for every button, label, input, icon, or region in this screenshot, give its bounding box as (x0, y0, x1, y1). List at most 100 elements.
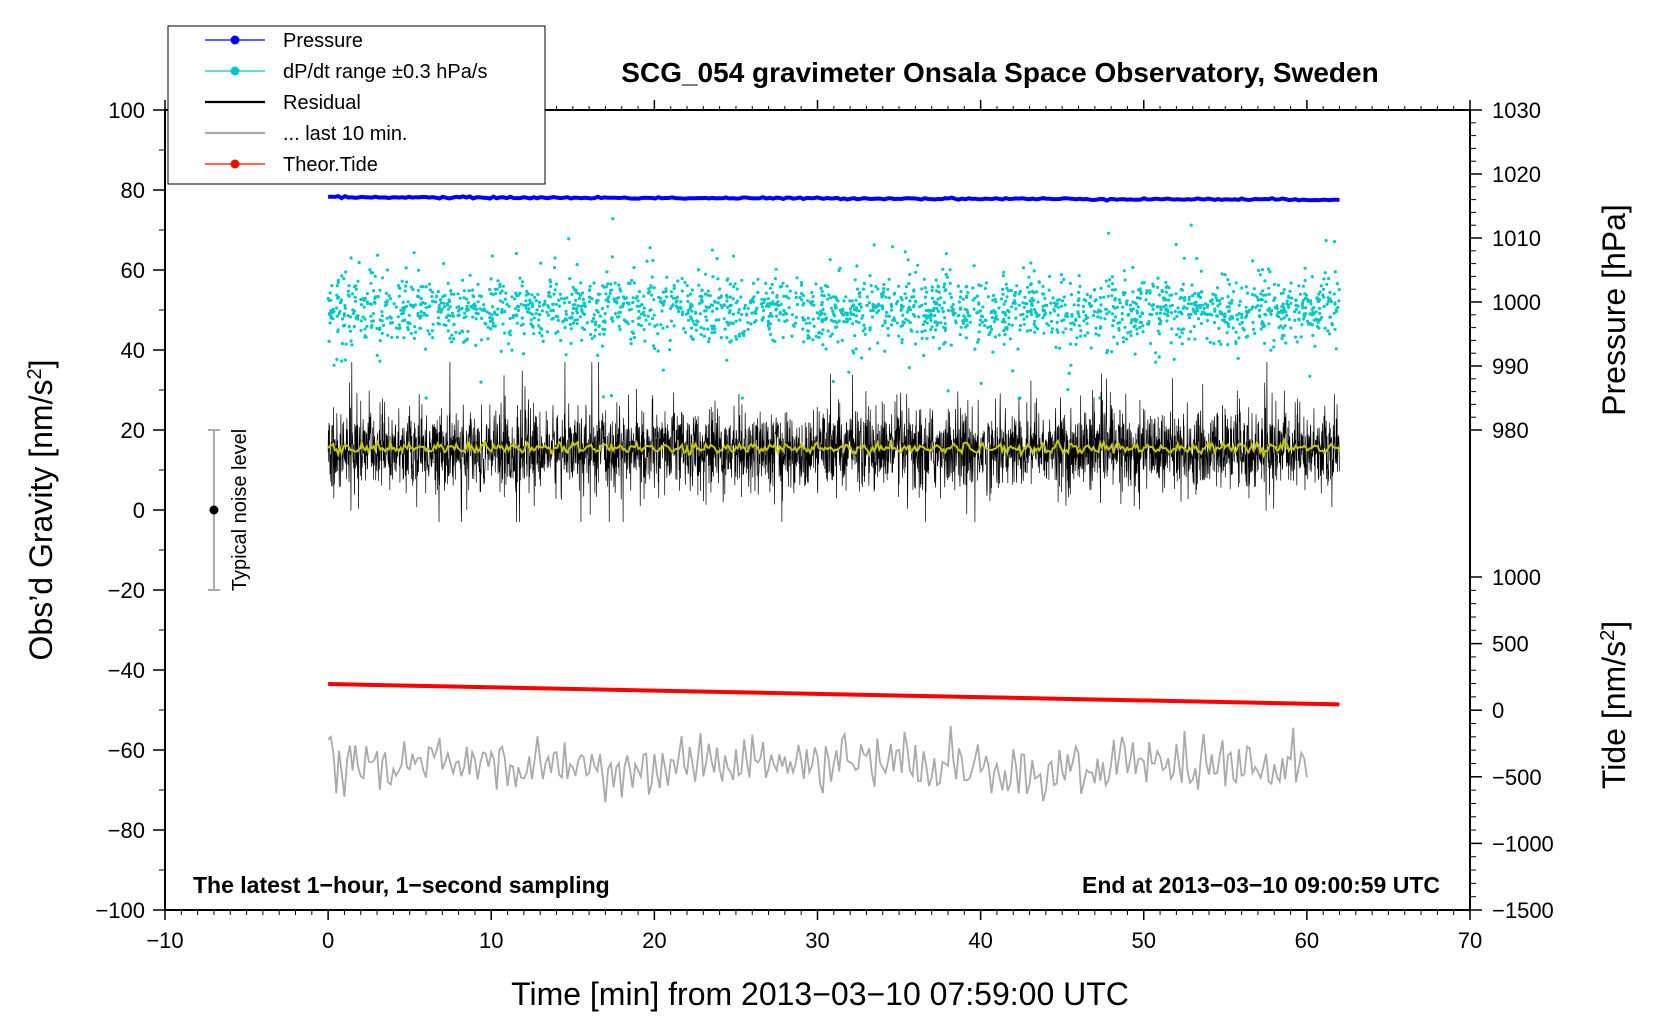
dpdt-point (1111, 305, 1115, 309)
dpdt-point (941, 309, 945, 313)
dpdt-point (1085, 316, 1090, 320)
dpdt-point (1214, 296, 1218, 300)
dpdt-point (1252, 287, 1256, 291)
x-tick-label: 0 (322, 928, 334, 953)
dpdt-point (961, 321, 966, 325)
dpdt-point (440, 307, 444, 311)
dpdt-point (764, 291, 768, 295)
dpdt-point (580, 308, 584, 312)
dpdt-point (631, 319, 635, 323)
dpdt-point (589, 332, 593, 337)
dpdt-point (1014, 290, 1018, 294)
dpdt-point (756, 290, 760, 295)
dpdt-point (448, 336, 452, 340)
dpdt-point (386, 333, 390, 337)
dpdt-point (635, 295, 639, 299)
dpdt-point (376, 253, 380, 257)
dpdt-point (806, 336, 810, 340)
dpdt-point (909, 328, 913, 332)
dpdt-point (1131, 265, 1135, 269)
dpdt-point (868, 274, 872, 278)
dpdt-point (1037, 280, 1041, 284)
dpdt-point (355, 315, 359, 320)
dpdt-point (639, 324, 644, 328)
dpdt-point (752, 300, 756, 304)
dpdt-point (425, 313, 429, 317)
dpdt-point (551, 302, 555, 306)
dpdt-point (430, 290, 435, 294)
dpdt-point (806, 299, 810, 303)
x-tick-label: 70 (1458, 928, 1482, 953)
dpdt-point (871, 302, 875, 306)
dpdt-point (1320, 315, 1324, 319)
dpdt-point (1107, 231, 1111, 235)
dpdt-point (484, 322, 488, 326)
dpdt-point (1176, 306, 1180, 310)
dpdt-point (887, 296, 891, 300)
dpdt-point (559, 297, 564, 301)
dpdt-point (883, 349, 887, 353)
dpdt-point (1200, 303, 1204, 307)
dpdt-point (715, 307, 719, 311)
dpdt-point (1098, 326, 1103, 330)
dpdt-point (499, 349, 503, 353)
dpdt-point (978, 323, 982, 327)
dpdt-point (1055, 328, 1059, 332)
dpdt-point (1022, 322, 1026, 326)
dpdt-point (1318, 290, 1322, 294)
dpdt-point (373, 274, 377, 278)
dpdt-point (1026, 310, 1031, 314)
dpdt-point (1077, 290, 1081, 294)
dpdt-point (769, 311, 773, 316)
dpdt-point (740, 278, 744, 282)
dpdt-point (1002, 270, 1006, 274)
dpdt-point (528, 300, 533, 304)
legend-label: ... last 10 min. (283, 123, 408, 145)
dpdt-point (917, 315, 921, 319)
dpdt-point (409, 285, 413, 289)
dpdt-point (854, 308, 859, 312)
dpdt-point (1055, 302, 1059, 306)
dpdt-point (927, 309, 931, 313)
dpdt-point (515, 314, 519, 318)
dpdt-point (649, 293, 654, 297)
dpdt-point (929, 308, 934, 313)
dpdt-point (508, 333, 512, 337)
dpdt-point (510, 348, 514, 352)
dpdt-point (520, 316, 524, 320)
dpdt-point (646, 314, 650, 318)
dpdt-point (1160, 290, 1164, 294)
dpdt-point (707, 305, 711, 309)
dpdt-point (359, 319, 363, 323)
dpdt-point (785, 284, 789, 288)
dpdt-point (518, 291, 522, 295)
dpdt-point (1262, 293, 1266, 297)
dpdt-point (1029, 261, 1033, 265)
dpdt-point (697, 283, 701, 287)
dpdt-point (1312, 318, 1316, 322)
dpdt-point (907, 305, 911, 309)
dpdt-point (1227, 301, 1231, 305)
dpdt-point (669, 294, 674, 298)
dpdt-point (494, 292, 498, 296)
dpdt-point (1065, 311, 1069, 315)
dpdt-point (1302, 317, 1306, 321)
dpdt-point (662, 299, 666, 303)
dpdt-point (923, 329, 927, 333)
dpdt-point (369, 302, 373, 306)
dpdt-point (1280, 337, 1284, 341)
dpdt-point (1169, 341, 1173, 345)
dpdt-point (861, 329, 865, 333)
tide-tick-label: 0 (1492, 698, 1504, 723)
dpdt-point (629, 307, 634, 311)
dpdt-point (1164, 280, 1168, 284)
dpdt-point (402, 309, 406, 313)
dpdt-point (925, 337, 929, 341)
dpdt-point (1054, 345, 1058, 349)
dpdt-point (406, 300, 410, 304)
dpdt-point (510, 295, 514, 299)
dpdt-point (1287, 295, 1291, 300)
dpdt-point (728, 295, 732, 299)
dpdt-point (824, 284, 828, 288)
dpdt-point (1195, 309, 1200, 313)
